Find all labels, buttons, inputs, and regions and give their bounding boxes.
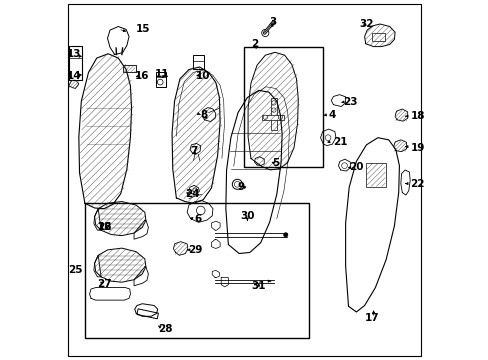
Text: 14: 14	[67, 71, 81, 81]
Text: 28: 28	[158, 324, 172, 334]
Text: 13: 13	[67, 49, 81, 59]
Text: 20: 20	[349, 162, 364, 172]
Bar	[366, 163, 386, 187]
Text: 7: 7	[190, 146, 197, 156]
Text: 19: 19	[410, 143, 424, 153]
Text: 22: 22	[410, 179, 424, 189]
Bar	[270, 98, 276, 130]
Text: 32: 32	[359, 19, 373, 29]
Text: 30: 30	[240, 211, 254, 221]
Text: 12: 12	[98, 222, 112, 232]
Circle shape	[271, 108, 276, 112]
Bar	[137, 309, 158, 319]
Text: 31: 31	[251, 281, 265, 291]
Circle shape	[271, 101, 276, 105]
Text: 9: 9	[237, 182, 244, 192]
Text: 4: 4	[328, 111, 335, 121]
Text: 27: 27	[97, 279, 111, 289]
Text: 6: 6	[194, 215, 201, 224]
Circle shape	[232, 179, 242, 189]
Text: 2: 2	[250, 39, 258, 49]
Text: 26: 26	[97, 222, 111, 231]
Text: 16: 16	[134, 71, 149, 81]
Circle shape	[261, 30, 268, 37]
Text: 29: 29	[188, 245, 202, 255]
Text: 8: 8	[201, 111, 207, 121]
Text: 23: 23	[343, 97, 357, 107]
Bar	[69, 45, 82, 80]
Text: 10: 10	[196, 71, 210, 81]
Circle shape	[283, 233, 287, 237]
Circle shape	[263, 115, 267, 120]
Bar	[244, 47, 323, 167]
Bar	[123, 64, 136, 72]
Bar	[262, 115, 284, 120]
Circle shape	[157, 79, 163, 85]
Text: 18: 18	[410, 111, 424, 121]
Text: 11: 11	[155, 69, 169, 79]
Bar	[192, 55, 203, 69]
Text: 15: 15	[136, 24, 150, 35]
Text: 24: 24	[185, 189, 200, 199]
Circle shape	[278, 115, 282, 120]
Text: 17: 17	[364, 313, 378, 323]
Bar	[85, 203, 308, 338]
Text: 21: 21	[333, 138, 347, 147]
Text: 5: 5	[272, 158, 279, 168]
Bar	[371, 33, 385, 41]
Text: 3: 3	[269, 17, 276, 27]
Bar	[156, 72, 165, 87]
Text: 25: 25	[68, 265, 82, 275]
